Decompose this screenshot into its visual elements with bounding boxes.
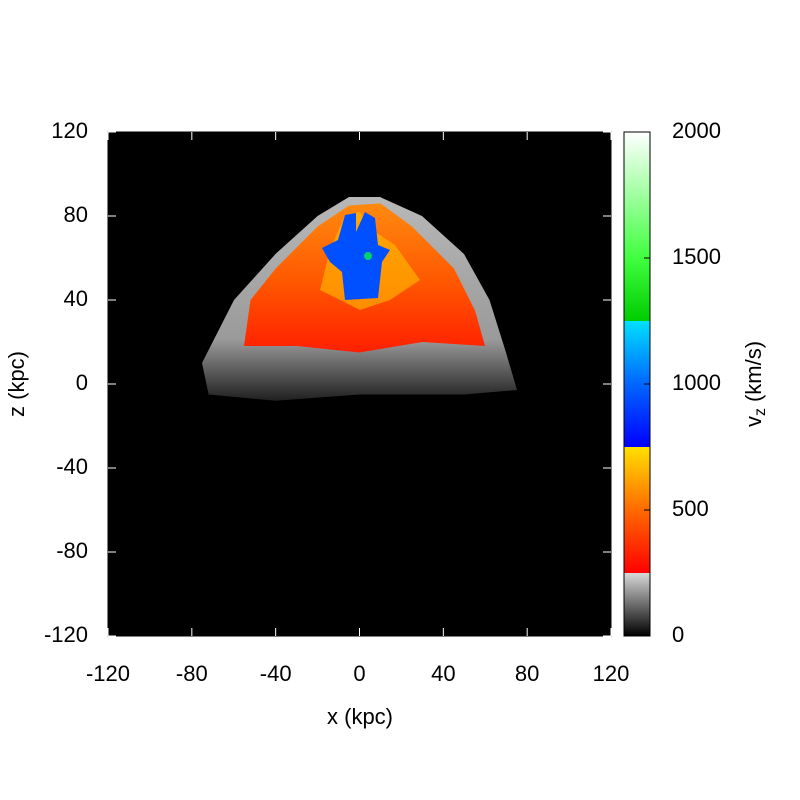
x-tick-label: -80 (176, 661, 208, 686)
colorbar-label-main: v (741, 416, 766, 427)
colorbar-label-sub: z (752, 408, 769, 416)
y-tick-label: 40 (64, 286, 88, 311)
x-tick-label: 0 (353, 661, 365, 686)
colorbar-tick-label: 500 (672, 496, 709, 521)
y-tick-label: -40 (56, 454, 88, 479)
field (202, 197, 517, 401)
fast-region (322, 212, 390, 300)
colorbar-tick-label: 1500 (672, 244, 721, 269)
x-tick-label: 40 (431, 661, 455, 686)
x-tick-label: -120 (86, 661, 130, 686)
x-tick-label: -40 (260, 661, 292, 686)
colorbar-tick-label: 1000 (672, 370, 721, 395)
y-axis-label: z (kpc) (4, 351, 29, 417)
colorbar-tick-label: 2000 (672, 118, 721, 143)
y-tick-label: -80 (56, 538, 88, 563)
x-tick-label: 120 (593, 661, 630, 686)
fast-spot (364, 252, 372, 260)
colorbar-label: vz (km/s) (741, 341, 769, 427)
y-tick-label: 0 (76, 370, 88, 395)
x-tick-label: 80 (515, 661, 539, 686)
y-tick-label: -120 (44, 622, 88, 647)
colorbar-label-unit: (km/s) (741, 341, 766, 402)
y-tick-label: 120 (51, 118, 88, 143)
y-tick-label: 80 (64, 202, 88, 227)
colorbar-tick-label: 0 (672, 622, 684, 647)
x-axis-label: x (kpc) (327, 704, 393, 729)
